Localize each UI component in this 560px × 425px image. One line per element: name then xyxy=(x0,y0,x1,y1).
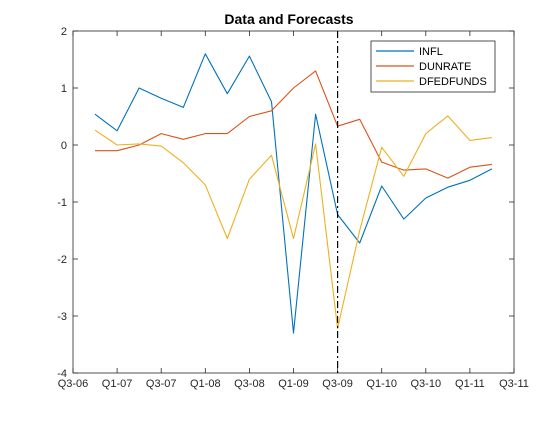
y-tick-label: -4 xyxy=(57,368,67,380)
chart-title: Data and Forecasts xyxy=(224,11,353,27)
series-layer xyxy=(94,31,493,373)
x-tick-label: Q3-10 xyxy=(411,378,442,390)
x-tick-label: Q3-07 xyxy=(146,378,177,390)
y-axis: -4 -3 -2 -1 0 1 2 xyxy=(57,26,514,380)
y-tick-label: 2 xyxy=(61,26,67,38)
series-line-dfedfunds xyxy=(94,115,492,330)
x-axis: Q3-06 Q1-07 Q3-07 Q1-08 Q3-08 Q1-09 Q3-09 Q1-10… xyxy=(58,31,529,390)
legend-label-infl: INFL xyxy=(419,46,443,58)
y-tick-label: 0 xyxy=(61,140,67,152)
x-tick-label: Q1-08 xyxy=(190,378,221,390)
legend: INFL DUNRATE DFEDFUNDS xyxy=(370,40,496,93)
legend-label-dunrate: DUNRATE xyxy=(419,61,471,73)
x-tick-label: Q3-08 xyxy=(234,378,265,390)
y-tick-label: -1 xyxy=(57,197,67,209)
x-tick-label: Q1-07 xyxy=(102,378,133,390)
legend-label-dfedfunds: DFEDFUNDS xyxy=(419,76,487,88)
x-tick-label: Q1-09 xyxy=(278,378,309,390)
x-tick-label: Q3-06 xyxy=(58,378,89,390)
series-line-infl xyxy=(94,53,493,334)
x-tick-label: Q3-11 xyxy=(499,378,529,390)
x-tick-label: Q3-09 xyxy=(322,378,353,390)
y-tick-label: 1 xyxy=(61,83,67,95)
series-line-dunrate xyxy=(95,70,492,179)
x-tick-label: Q1-10 xyxy=(366,378,397,390)
x-tick-label: Q1-11 xyxy=(455,378,485,390)
y-tick-label: -2 xyxy=(57,254,67,266)
y-tick-label: -3 xyxy=(57,311,67,323)
